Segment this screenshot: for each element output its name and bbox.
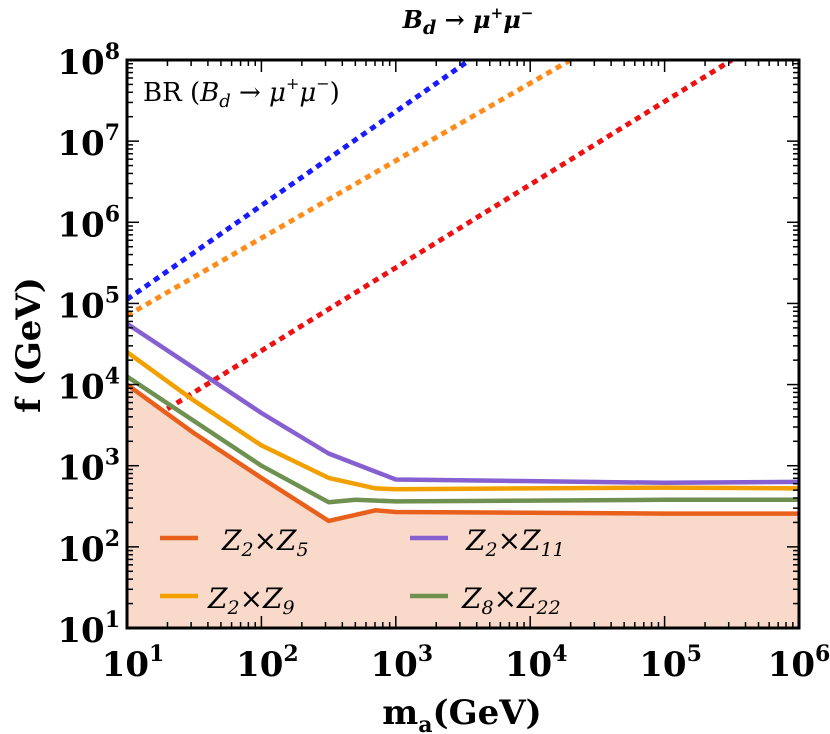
legend-label-Z8xZ22: Z8×Z22 [461,582,561,619]
inset-label: BR (Bd → μ+μ−) [143,74,340,112]
y-tick-label: 102 [57,526,120,570]
y-tick-label: 103 [57,445,120,489]
series-line-dot-red [165,60,734,412]
legend-label-Z2xZ9: Z2×Z9 [207,582,295,619]
x-axis-title: ma(GeV) [382,693,541,734]
chart-title: Bd → μ+μ− [402,4,534,39]
plot-area: 101 102 103 104 105 106 101 102 103 104 105 106 107 1… [57,39,830,685]
series-line-Z2xZ9 [127,349,799,492]
series-line-dot-blue [127,60,472,302]
x-tick-label: 106 [768,641,830,685]
x-tick-label: 101 [102,641,165,685]
y-tick-label: 101 [57,607,120,651]
legend: Z2×Z5 Z2×Z9 Z2×Z11 Z8×Z22 [160,524,565,619]
y-tick-label: 104 [57,364,120,408]
series-line-dot-orange [127,60,572,318]
y-tick-label: 106 [57,201,120,245]
plot-frame [125,58,801,630]
series-line-Z2xZ5 [127,382,799,524]
y-tick-label: 107 [57,120,120,164]
y-tick-label: 105 [57,282,120,326]
y-axis-title: f (GeV) [9,277,49,413]
x-tick-label: 104 [505,641,568,685]
y-tick-label: 108 [57,39,120,83]
x-tick-label: 105 [639,641,702,685]
x-tick-label: 102 [236,641,299,685]
legend-label-Z2xZ5: Z2×Z5 [221,524,309,561]
x-tick-label: 103 [370,641,433,685]
series-line-Z8xZ22 [127,374,799,505]
legend-label-Z2xZ11: Z2×Z11 [465,524,565,561]
plot-series [127,60,799,628]
series-line-Z2xZ11 [127,321,799,486]
excluded-region [127,384,799,628]
